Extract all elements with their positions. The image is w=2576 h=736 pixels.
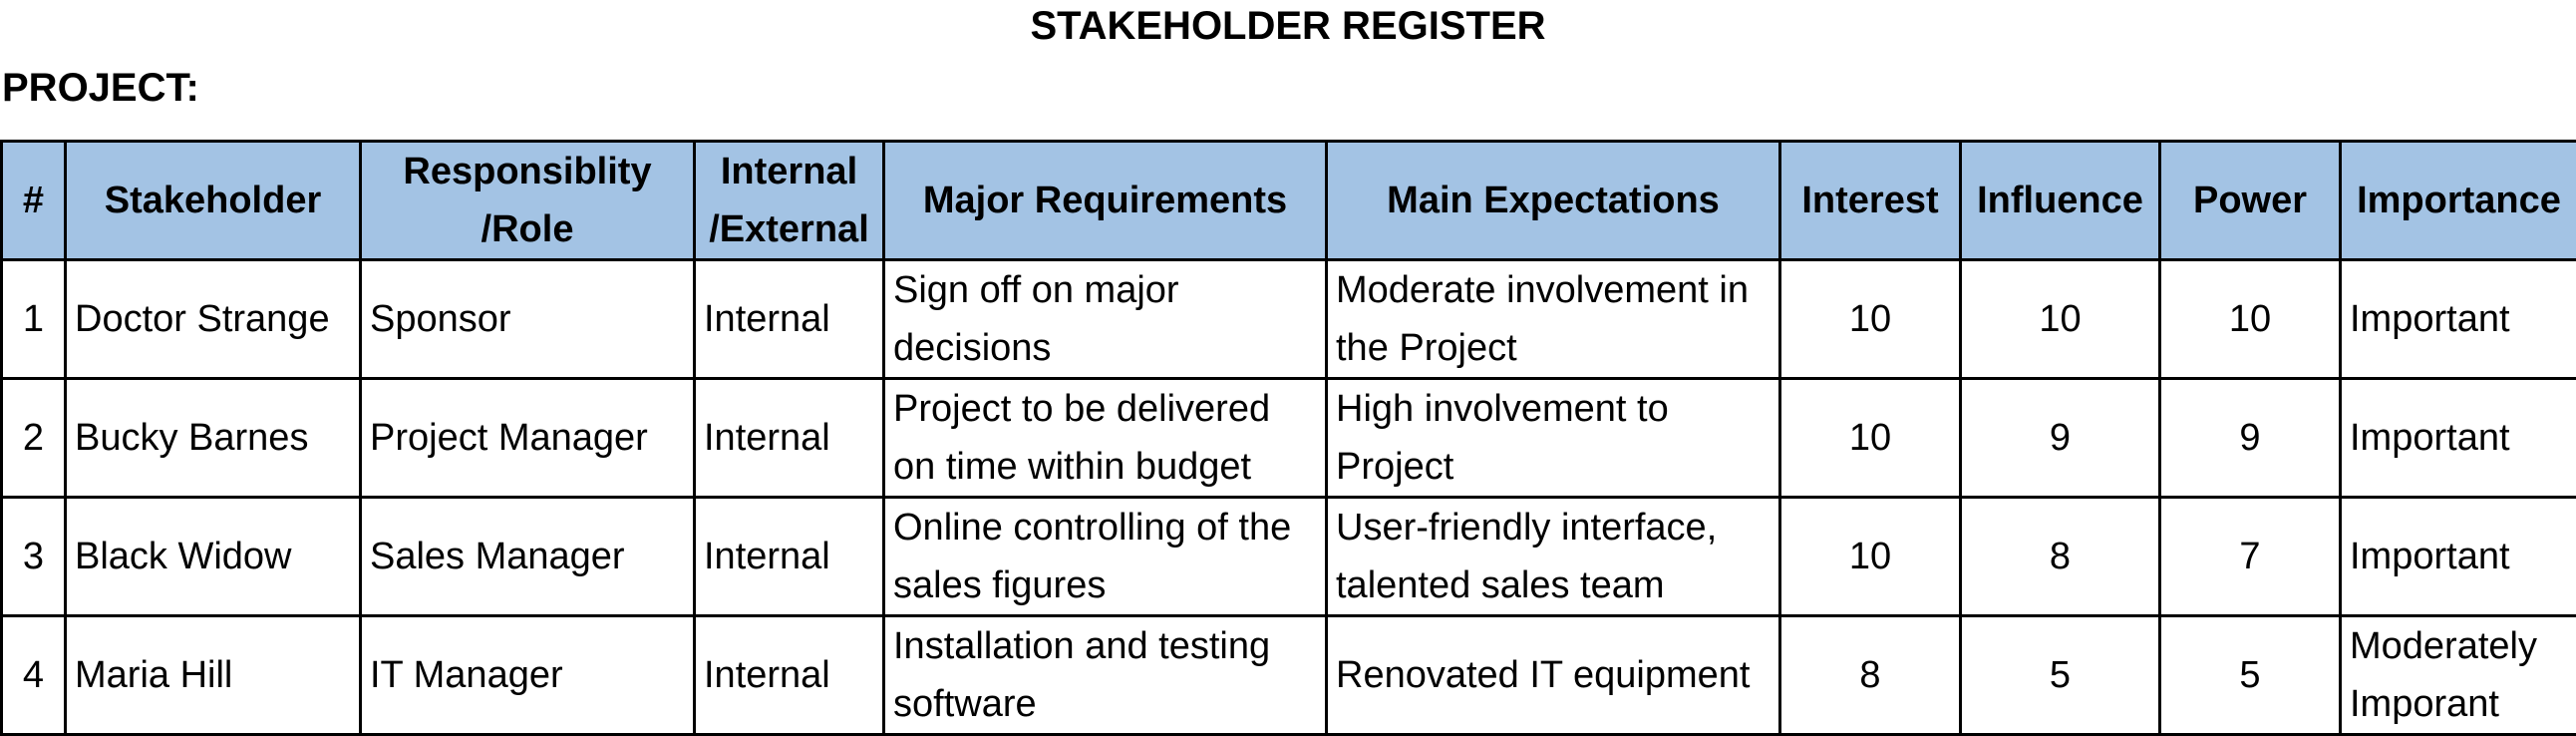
internal-external-cell: Internal [695, 260, 884, 379]
influence-cell: 10 [1961, 260, 2160, 379]
power-cell: 10 [2160, 260, 2341, 379]
role-cell: Sales Manager [361, 498, 695, 616]
influence-cell: 8 [1961, 498, 2160, 616]
power-cell: 7 [2160, 498, 2341, 616]
stakeholder-cell: Doctor Strange [66, 260, 361, 379]
expectations-cell: Moderate involvement in the Project [1327, 260, 1780, 379]
table-row: 3 Black Widow Sales Manager Internal Onl… [2, 498, 2576, 616]
interest-cell: 10 [1780, 498, 1961, 616]
influence-cell: 9 [1961, 379, 2160, 498]
expectations-cell: User-friendly interface, talented sales … [1327, 498, 1780, 616]
interest-cell: 10 [1780, 260, 1961, 379]
internal-external-cell: Internal [695, 379, 884, 498]
requirements-cell: Installation and testing software [884, 616, 1327, 735]
stakeholder-table: # Stakeholder Responsiblity /Role Intern… [0, 140, 2576, 736]
interest-cell: 8 [1780, 616, 1961, 735]
column-header-role: Responsiblity /Role [361, 142, 695, 260]
importance-cell: Important [2341, 379, 2576, 498]
row-number-cell: 1 [2, 260, 66, 379]
column-header-internal-external: Internal /External [695, 142, 884, 260]
row-number-cell: 4 [2, 616, 66, 735]
page-title: STAKEHOLDER REGISTER [0, 0, 2576, 52]
importance-cell: Moderately Imporant [2341, 616, 2576, 735]
role-cell: IT Manager [361, 616, 695, 735]
row-number-cell: 2 [2, 379, 66, 498]
power-cell: 5 [2160, 616, 2341, 735]
table-row: 4 Maria Hill IT Manager Internal Install… [2, 616, 2576, 735]
importance-cell: Important [2341, 498, 2576, 616]
expectations-cell: High involvement to Project [1327, 379, 1780, 498]
column-header-power: Power [2160, 142, 2341, 260]
row-number-cell: 3 [2, 498, 66, 616]
internal-external-cell: Internal [695, 498, 884, 616]
power-cell: 9 [2160, 379, 2341, 498]
interest-cell: 10 [1780, 379, 1961, 498]
expectations-cell: Renovated IT equipment [1327, 616, 1780, 735]
influence-cell: 5 [1961, 616, 2160, 735]
stakeholder-cell: Black Widow [66, 498, 361, 616]
table-header-row: # Stakeholder Responsiblity /Role Intern… [2, 142, 2576, 260]
requirements-cell: Online controlling of the sales figures [884, 498, 1327, 616]
role-cell: Project Manager [361, 379, 695, 498]
internal-external-cell: Internal [695, 616, 884, 735]
project-label: PROJECT: [2, 62, 199, 114]
column-header-influence: Influence [1961, 142, 2160, 260]
column-header-importance: Importance [2341, 142, 2576, 260]
stakeholder-cell: Bucky Barnes [66, 379, 361, 498]
column-header-number: # [2, 142, 66, 260]
column-header-interest: Interest [1780, 142, 1961, 260]
requirements-cell: Sign off on major decisions [884, 260, 1327, 379]
importance-cell: Important [2341, 260, 2576, 379]
requirements-cell: Project to be delivered on time within b… [884, 379, 1327, 498]
table-row: 2 Bucky Barnes Project Manager Internal … [2, 379, 2576, 498]
column-header-stakeholder: Stakeholder [66, 142, 361, 260]
column-header-main-expectations: Main Expectations [1327, 142, 1780, 260]
stakeholder-cell: Maria Hill [66, 616, 361, 735]
table-row: 1 Doctor Strange Sponsor Internal Sign o… [2, 260, 2576, 379]
role-cell: Sponsor [361, 260, 695, 379]
column-header-major-requirements: Major Requirements [884, 142, 1327, 260]
